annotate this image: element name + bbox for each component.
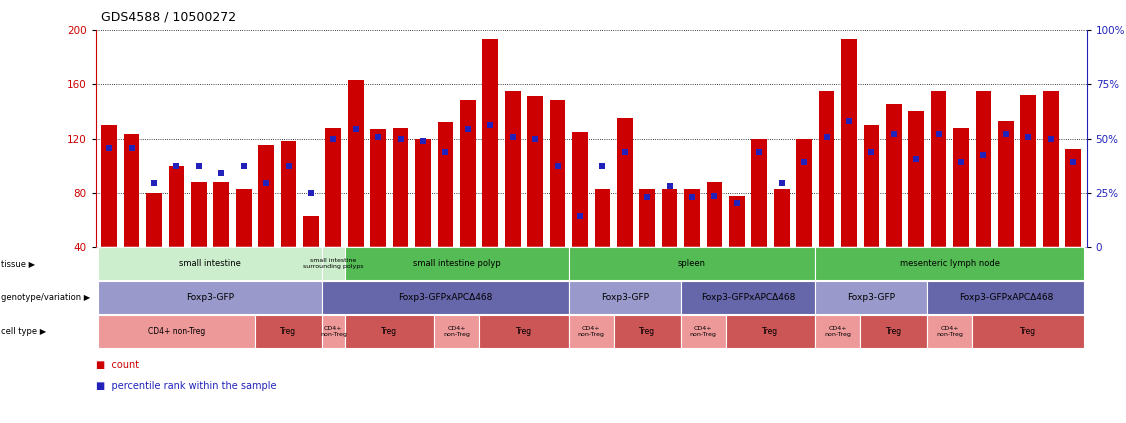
Text: mesenteric lymph node: mesenteric lymph node [900,259,1000,268]
Bar [595,189,610,247]
Text: GDS4588 / 10500272: GDS4588 / 10500272 [101,10,236,23]
Text: Foxp3-GFP: Foxp3-GFP [601,293,649,302]
Bar [774,189,789,247]
Bar [438,122,454,247]
Bar [864,125,879,247]
Text: Treg: Treg [640,327,655,336]
Bar [1043,91,1058,247]
Text: Foxp3-GFP: Foxp3-GFP [848,293,895,302]
Text: genotype/variation ▶: genotype/variation ▶ [1,293,90,302]
Bar [461,100,475,247]
Bar [886,104,902,247]
Bar [662,189,678,247]
Bar [504,91,520,247]
Bar [841,39,857,247]
Bar [393,128,409,247]
Text: CD4+
non-Treg: CD4+ non-Treg [937,326,963,337]
Text: Foxp3-GFPxAPCΔ468: Foxp3-GFPxAPCΔ468 [399,293,492,302]
Bar [1020,95,1036,247]
Text: Treg: Treg [280,327,296,336]
Text: cell type ▶: cell type ▶ [1,327,46,336]
Text: CD4+
non-Treg: CD4+ non-Treg [444,326,470,337]
Text: CD4+
non-Treg: CD4+ non-Treg [824,326,851,337]
Bar [214,182,229,247]
Bar [146,193,162,247]
Bar [819,91,834,247]
Bar [303,216,319,247]
Bar [751,139,767,247]
Bar [931,91,947,247]
Text: tissue ▶: tissue ▶ [1,259,35,268]
Text: CD4+ non-Treg: CD4+ non-Treg [148,327,205,336]
Bar [707,182,722,247]
Text: small intestine: small intestine [179,259,241,268]
Text: ■  percentile rank within the sample: ■ percentile rank within the sample [96,381,276,391]
Bar [325,128,341,247]
Bar [729,196,744,247]
Text: Treg: Treg [382,327,397,336]
Text: CD4+
non-Treg: CD4+ non-Treg [578,326,605,337]
Bar [482,39,498,247]
Bar [549,100,565,247]
Bar [258,146,274,247]
Text: Treg: Treg [886,327,902,336]
Bar [1065,149,1081,247]
Bar [124,135,140,247]
Bar [572,132,588,247]
Bar [191,182,207,247]
Bar [685,189,700,247]
Text: Foxp3-GFP: Foxp3-GFP [186,293,234,302]
Bar [954,128,968,247]
Text: spleen: spleen [678,259,706,268]
Text: Treg: Treg [1020,327,1036,336]
Bar [527,96,543,247]
Bar [235,189,251,247]
Bar [280,141,296,247]
Text: Treg: Treg [762,327,778,336]
Bar [796,139,812,247]
Bar [169,166,185,247]
Text: small intestine
surrounding polyps: small intestine surrounding polyps [303,258,364,269]
Bar [370,129,386,247]
Bar [640,189,655,247]
Text: Treg: Treg [516,327,531,336]
Bar [998,121,1013,247]
Bar [909,111,924,247]
Bar [348,80,364,247]
Text: CD4+
non-Treg: CD4+ non-Treg [320,326,347,337]
Text: CD4+
non-Treg: CD4+ non-Treg [690,326,716,337]
Bar [101,125,117,247]
Bar [415,139,431,247]
Text: small intestine polyp: small intestine polyp [413,259,501,268]
Bar [975,91,991,247]
Bar [617,118,633,247]
Text: Foxp3-GFPxAPCΔ468: Foxp3-GFPxAPCΔ468 [958,293,1053,302]
Text: ■  count: ■ count [96,360,138,370]
Text: Foxp3-GFPxAPCΔ468: Foxp3-GFPxAPCΔ468 [700,293,795,302]
